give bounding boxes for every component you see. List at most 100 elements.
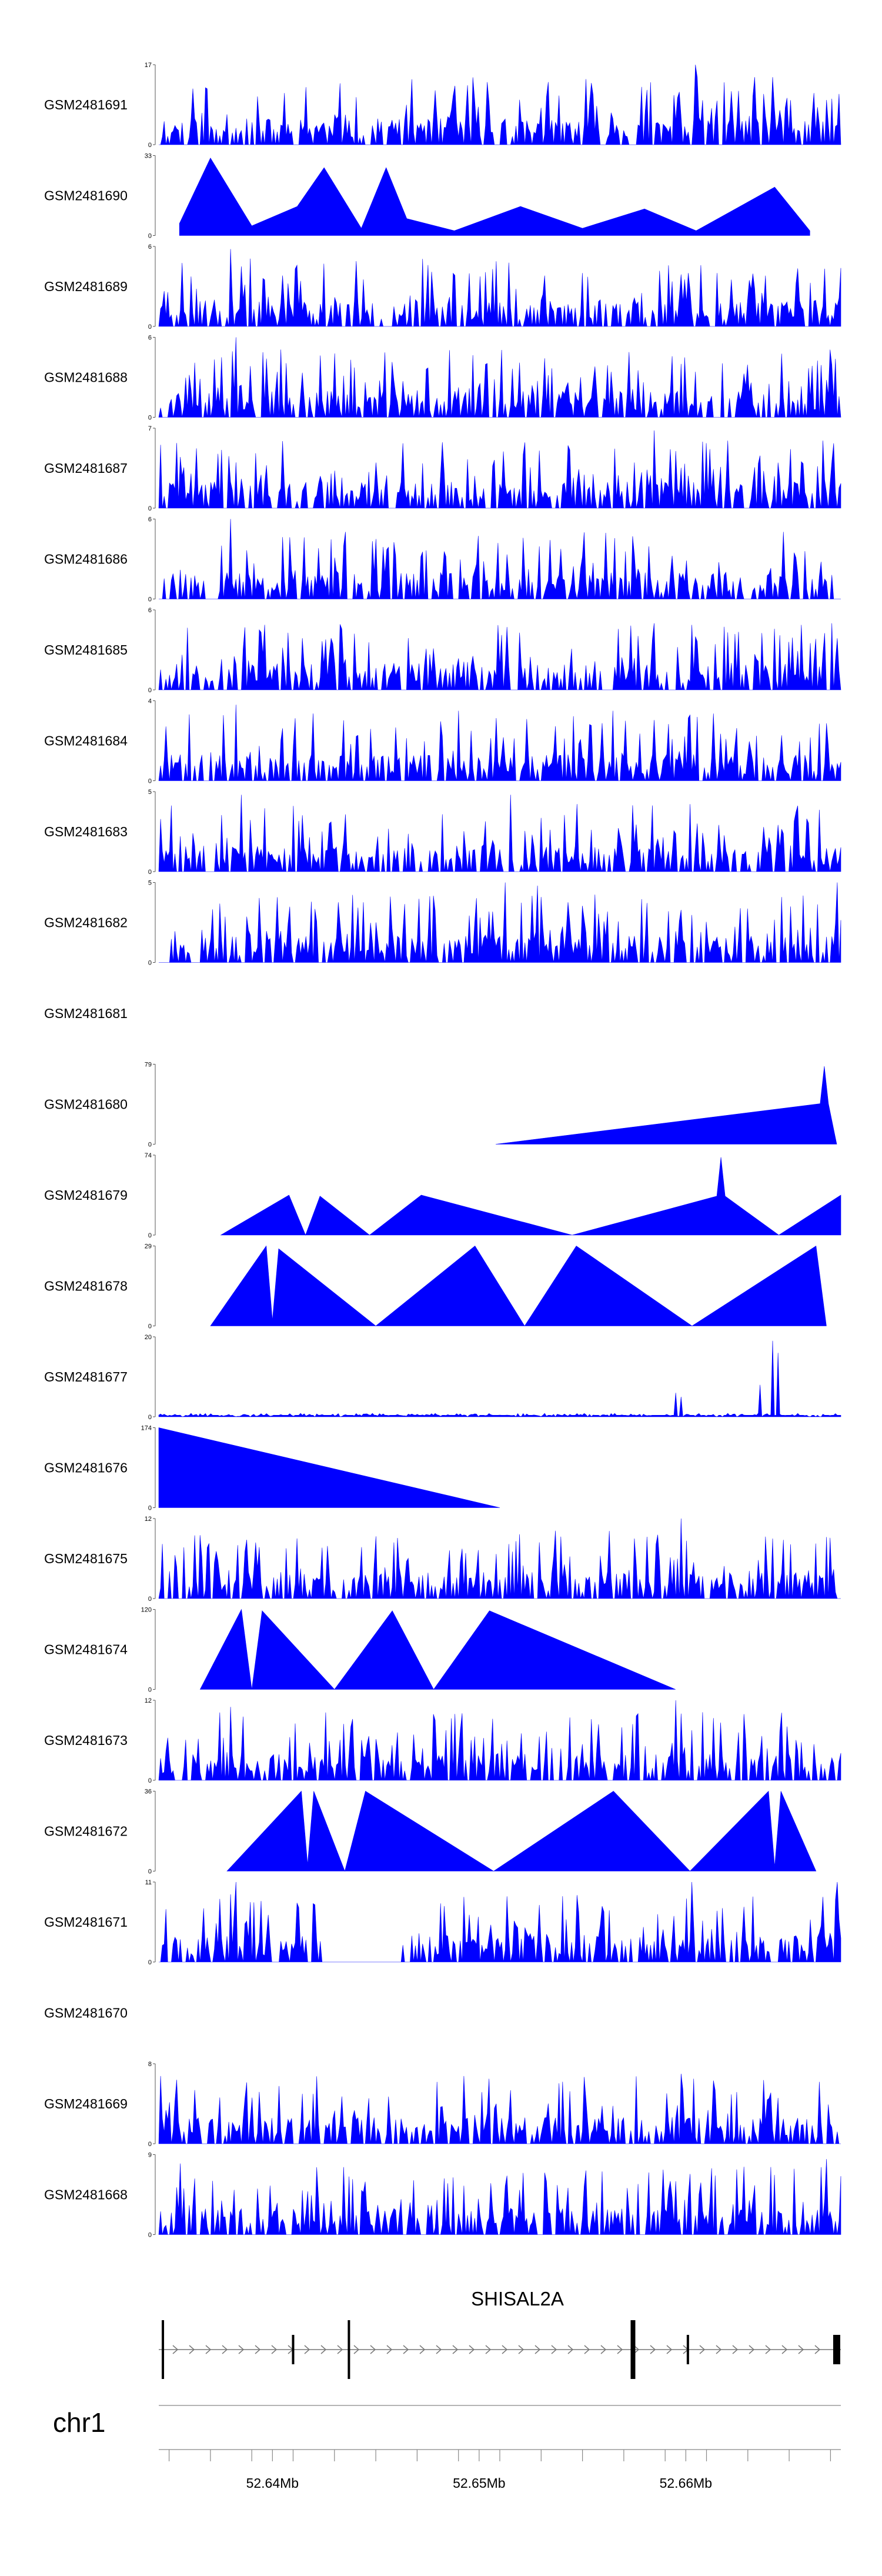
track-GSM2481674: GSM2481674 120 0 bbox=[44, 1607, 676, 1694]
track-ymin-label: 0 bbox=[148, 1959, 152, 1966]
track-ymin-label: 0 bbox=[148, 687, 152, 694]
track-GSM2481673: GSM2481673 12 0 bbox=[44, 1697, 841, 1784]
exon-block bbox=[292, 2335, 295, 2364]
track-GSM2481675: GSM2481675 12 0 bbox=[44, 1516, 841, 1603]
track-ymin-label: 0 bbox=[148, 505, 152, 512]
strand-arrow-icon bbox=[518, 2345, 524, 2354]
strand-arrow-icon bbox=[222, 2345, 228, 2354]
signal-area bbox=[158, 1427, 500, 1508]
track-label: GSM2481673 bbox=[44, 1733, 128, 1748]
strand-arrow-icon bbox=[320, 2345, 327, 2354]
strand-arrow-icon bbox=[403, 2345, 409, 2354]
track-ymax-label: 74 bbox=[145, 1152, 152, 1159]
track-label: GSM2481686 bbox=[44, 552, 128, 567]
track-GSM2481689: GSM2481689 6 0 bbox=[44, 243, 841, 331]
gene-name-label: SHISAL2A bbox=[471, 2288, 564, 2310]
strand-arrow-icon bbox=[600, 2345, 607, 2354]
strand-arrow-icon bbox=[650, 2345, 656, 2354]
signal-area bbox=[158, 2073, 841, 2145]
track-ymin-label: 0 bbox=[148, 778, 152, 785]
track-ymax-label: 6 bbox=[148, 335, 152, 342]
track-ymax-label: 79 bbox=[145, 1062, 152, 1069]
strand-arrow-icon bbox=[732, 2345, 739, 2354]
track-ymax-label: 9 bbox=[148, 2152, 152, 2159]
strand-arrow-icon bbox=[386, 2345, 393, 2354]
track-ymax-label: 7 bbox=[148, 425, 152, 432]
signal-area bbox=[158, 2159, 841, 2235]
track-ymax-label: 6 bbox=[148, 516, 152, 523]
strand-arrow-icon bbox=[798, 2345, 804, 2354]
signal-area bbox=[226, 1790, 817, 1872]
track-label: GSM2481678 bbox=[44, 1279, 128, 1294]
strand-arrow-icon bbox=[765, 2345, 771, 2354]
track-GSM2481677: GSM2481677 20 0 bbox=[44, 1334, 841, 1421]
track-label: GSM2481668 bbox=[44, 2187, 128, 2203]
signal-area bbox=[158, 1700, 841, 1781]
strand-arrow-icon bbox=[502, 2345, 508, 2354]
track-label: GSM2481679 bbox=[44, 1187, 128, 1203]
track-ymin-label: 0 bbox=[148, 1414, 152, 1421]
track-label: GSM2481675 bbox=[44, 1551, 128, 1566]
track-ymax-label: 6 bbox=[148, 607, 152, 614]
track-ymax-label: 174 bbox=[141, 1425, 152, 1432]
signal-area bbox=[159, 1881, 841, 1963]
track-ymin-label: 0 bbox=[148, 415, 152, 422]
strand-arrow-icon bbox=[255, 2345, 261, 2354]
track-GSM2481688: GSM2481688 6 0 bbox=[44, 335, 841, 422]
strand-arrow-icon bbox=[666, 2345, 673, 2354]
track-label: GSM2481683 bbox=[44, 824, 128, 839]
track-label: GSM2481670 bbox=[44, 2006, 128, 2021]
x-tick-label: 52.65Mb bbox=[453, 2475, 506, 2491]
track-GSM2481684: GSM2481684 4 0 bbox=[44, 698, 841, 785]
track-GSM2481668: GSM2481668 9 0 bbox=[44, 2152, 841, 2239]
strand-arrow-icon bbox=[584, 2345, 590, 2354]
track-ymin-label: 0 bbox=[148, 1505, 152, 1512]
signal-area bbox=[158, 705, 841, 781]
strand-arrow-icon bbox=[337, 2345, 343, 2354]
track-label: GSM2481691 bbox=[44, 97, 128, 112]
signal-area bbox=[158, 1340, 841, 1417]
track-ymin-label: 0 bbox=[148, 1142, 152, 1149]
track-ymax-label: 11 bbox=[145, 1879, 152, 1886]
track-ymin-label: 0 bbox=[148, 596, 152, 603]
track-ymax-label: 20 bbox=[145, 1334, 152, 1341]
strand-arrow-icon bbox=[271, 2345, 278, 2354]
track-label: GSM2481685 bbox=[44, 642, 128, 658]
x-tick-label: 52.66Mb bbox=[660, 2475, 713, 2491]
track-ymin-label: 0 bbox=[148, 1868, 152, 1876]
signal-area bbox=[210, 1245, 827, 1327]
track-label: GSM2481680 bbox=[44, 1097, 128, 1112]
track-ymin-label: 0 bbox=[148, 1777, 152, 1784]
signal-area bbox=[179, 157, 810, 236]
signal-area bbox=[158, 337, 841, 418]
strand-arrow-icon bbox=[419, 2345, 426, 2354]
signal-area bbox=[158, 1518, 841, 1599]
track-ymax-label: 4 bbox=[148, 698, 152, 705]
track-ymin-label: 0 bbox=[148, 960, 152, 967]
track-GSM2481690: GSM2481690 33 0 bbox=[44, 153, 810, 240]
track-ymin-label: 0 bbox=[148, 1687, 152, 1694]
track-ymin-label: 0 bbox=[148, 233, 152, 240]
track-label: GSM2481677 bbox=[44, 1369, 128, 1384]
track-GSM2481671: GSM2481671 11 0 bbox=[44, 1879, 841, 1966]
exon-block bbox=[833, 2335, 840, 2364]
track-label: GSM2481676 bbox=[44, 1460, 128, 1476]
strand-arrow-icon bbox=[189, 2345, 195, 2354]
track-ymax-label: 120 bbox=[141, 1607, 152, 1614]
exon-block bbox=[162, 2320, 165, 2379]
track-ymax-label: 12 bbox=[145, 1516, 152, 1523]
track-GSM2481670: GSM2481670 bbox=[44, 2006, 128, 2021]
signal-area bbox=[159, 519, 841, 599]
exon-block bbox=[686, 2335, 689, 2364]
signal-area bbox=[158, 623, 841, 690]
strand-arrow-icon bbox=[172, 2345, 179, 2354]
exon-block bbox=[630, 2320, 634, 2379]
exon-block bbox=[348, 2320, 350, 2379]
genome-axis: chr1 52.64Mb 52.65Mb 52.66Mb bbox=[53, 2405, 841, 2491]
signal-area bbox=[159, 882, 841, 963]
track-ymax-label: 5 bbox=[148, 789, 152, 796]
track-label: GSM2481688 bbox=[44, 370, 128, 385]
signal-area bbox=[159, 64, 841, 145]
track-ymax-label: 29 bbox=[145, 1243, 152, 1250]
